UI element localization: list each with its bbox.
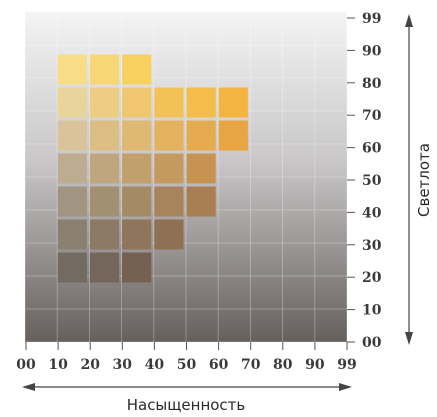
color-cell bbox=[154, 120, 184, 151]
color-cell bbox=[57, 186, 87, 217]
color-cell bbox=[154, 153, 184, 184]
y-tick-label: 30 bbox=[362, 238, 382, 254]
color-cell bbox=[186, 120, 216, 151]
color-cell bbox=[57, 54, 87, 85]
color-cell bbox=[186, 186, 216, 217]
color-cell bbox=[122, 120, 152, 151]
y-tick-label: 80 bbox=[362, 76, 382, 92]
x-tick-label: 00 bbox=[16, 357, 36, 373]
color-cell bbox=[57, 252, 87, 283]
color-cell bbox=[57, 153, 87, 184]
color-cell bbox=[89, 252, 120, 283]
y-axis-arrow bbox=[405, 14, 413, 345]
color-cell bbox=[154, 186, 184, 217]
color-cell bbox=[186, 87, 216, 118]
color-cell bbox=[57, 120, 87, 151]
color-cell bbox=[122, 219, 152, 250]
y-tick-label: 60 bbox=[362, 141, 382, 157]
color-cell bbox=[154, 219, 184, 250]
x-tick-label: 90 bbox=[305, 357, 325, 373]
color-cells bbox=[57, 54, 248, 283]
color-cell bbox=[89, 153, 120, 184]
color-cell bbox=[218, 120, 248, 151]
color-cell bbox=[186, 153, 216, 184]
color-cell bbox=[89, 120, 120, 151]
y-axis-title: Светлота bbox=[415, 143, 433, 217]
color-cell bbox=[122, 87, 152, 118]
color-cell bbox=[89, 54, 120, 85]
x-tick-label: 50 bbox=[177, 357, 197, 373]
x-tick-label: 70 bbox=[241, 357, 261, 373]
color-cell bbox=[57, 219, 87, 250]
x-tick-label: 60 bbox=[209, 357, 229, 373]
y-tick-label: 00 bbox=[362, 335, 382, 351]
color-cell bbox=[218, 87, 248, 118]
y-tick-label: 50 bbox=[362, 173, 382, 189]
y-tick-label: 40 bbox=[362, 205, 382, 221]
x-tick-label: 80 bbox=[273, 357, 293, 373]
color-cell bbox=[122, 153, 152, 184]
color-cell bbox=[122, 252, 152, 283]
x-tick-label: 10 bbox=[48, 357, 68, 373]
x-axis-arrow bbox=[22, 383, 352, 391]
color-cell bbox=[122, 54, 152, 85]
x-tick-label: 30 bbox=[113, 357, 133, 373]
x-tick-label: 99 bbox=[337, 357, 356, 373]
y-tick-label: 90 bbox=[362, 43, 382, 59]
color-cell bbox=[89, 87, 120, 118]
color-cell bbox=[154, 87, 184, 118]
color-cell bbox=[89, 186, 120, 217]
y-axis-ticks: 99 90 80 70 60 50 40 30 20 10 00 bbox=[347, 11, 382, 351]
x-axis-ticks: 00 10 20 30 40 50 60 70 80 90 99 bbox=[16, 342, 357, 373]
color-cell bbox=[122, 186, 152, 217]
x-axis-title: Насыщенность bbox=[127, 396, 246, 414]
color-cell bbox=[89, 219, 120, 250]
x-tick-label: 40 bbox=[145, 357, 165, 373]
y-tick-label: 20 bbox=[362, 270, 382, 286]
y-tick-label: 70 bbox=[362, 108, 382, 124]
y-tick-label: 99 bbox=[362, 11, 381, 27]
y-tick-label: 10 bbox=[362, 303, 382, 319]
color-cell bbox=[57, 87, 87, 118]
x-tick-label: 20 bbox=[80, 357, 100, 373]
